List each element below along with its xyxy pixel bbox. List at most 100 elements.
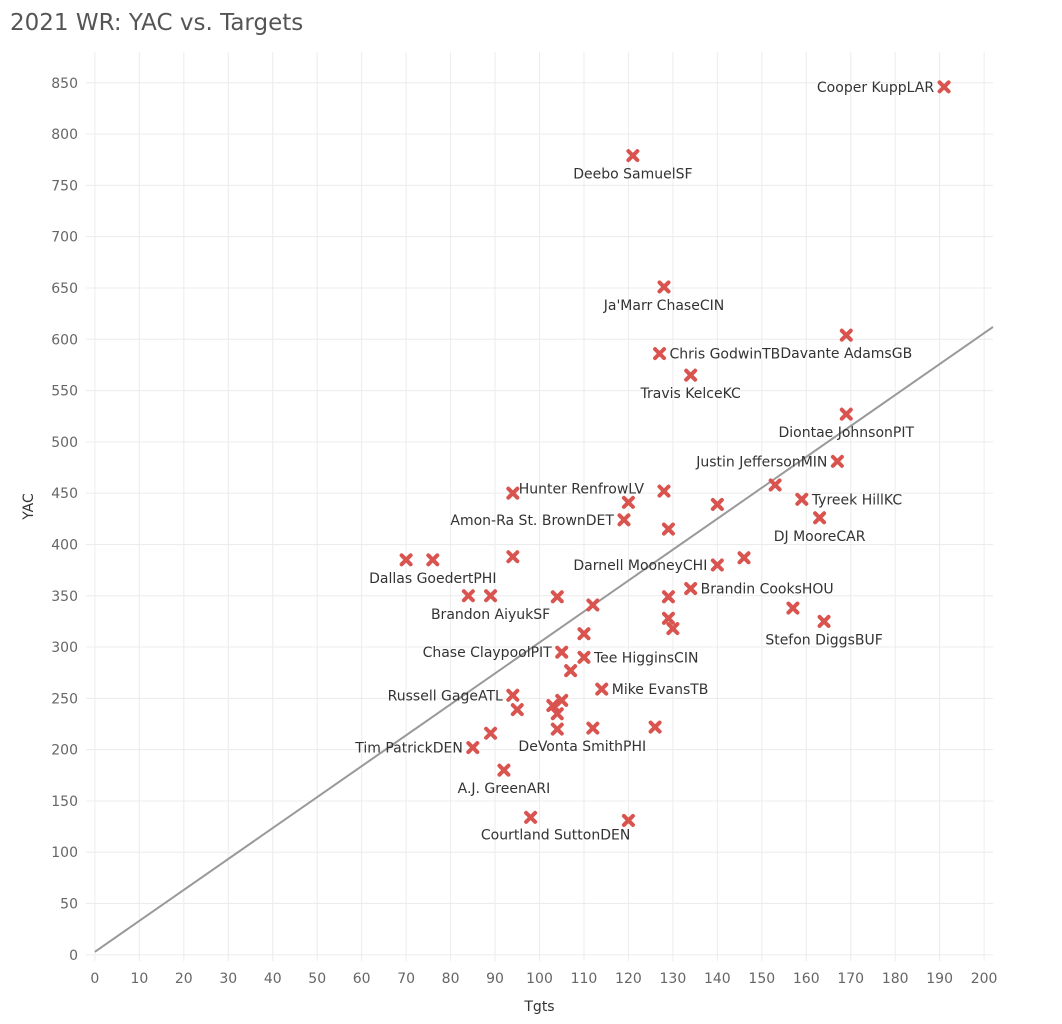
data-point[interactable] (621, 813, 635, 827)
data-point[interactable] (564, 664, 578, 678)
x-tick-label: 40 (264, 971, 282, 987)
point-label: Chase ClaypoolPIT (423, 645, 553, 661)
y-tick-label: 550 (51, 384, 78, 400)
data-point[interactable] (577, 627, 591, 641)
data-point[interactable] (684, 582, 698, 596)
data-point[interactable] (648, 720, 662, 734)
data-point[interactable] (657, 484, 671, 498)
point-label: Justin JeffersonMIN (695, 454, 827, 470)
point-label: Davante AdamsGB (780, 346, 912, 362)
data-point[interactable] (661, 611, 675, 625)
trend-line (94, 326, 994, 953)
x-tick-label: 160 (793, 971, 820, 987)
point-label: Hunter RenfrowLV (519, 481, 645, 497)
data-point[interactable] (577, 650, 591, 664)
x-tick-label: 120 (615, 971, 642, 987)
point-label: Russell GageATL (388, 688, 503, 704)
data-point[interactable] (399, 553, 413, 567)
point-label: Travis KelceKC (640, 386, 741, 402)
data-point[interactable] (937, 80, 951, 94)
x-tick-label: 70 (397, 971, 415, 987)
y-tick-label: 800 (51, 127, 78, 143)
data-point[interactable] (461, 589, 475, 603)
x-tick-label: 140 (704, 971, 731, 987)
data-point[interactable] (839, 407, 853, 421)
point-label: Darnell MooneyCHI (573, 558, 707, 574)
data-point[interactable] (555, 645, 569, 659)
data-point[interactable] (617, 513, 631, 527)
x-tick-label: 170 (837, 971, 864, 987)
data-point[interactable] (666, 622, 680, 636)
data-point[interactable] (506, 486, 520, 500)
y-tick-label: 850 (51, 76, 78, 92)
y-tick-label: 600 (51, 332, 78, 348)
x-tick-label: 180 (882, 971, 909, 987)
x-axis-label: Tgts (523, 999, 554, 1015)
data-point[interactable] (506, 550, 520, 564)
point-labels-layer: Cooper KuppLAR Deebo SamuelSF Ja'Marr Chas… (354, 80, 934, 843)
x-tick-label: 110 (571, 971, 598, 987)
trend-line-layer (94, 326, 994, 953)
point-label: Chris GodwinTB (670, 347, 781, 363)
y-tick-label: 250 (51, 691, 78, 707)
data-point[interactable] (813, 511, 827, 525)
point-label: Courtland SuttonDEN (481, 827, 630, 843)
point-label: Deebo SamuelSF (573, 167, 692, 183)
data-point[interactable] (684, 368, 698, 382)
data-point[interactable] (621, 495, 635, 509)
data-point[interactable] (555, 693, 569, 707)
x-tick-label: 200 (971, 971, 998, 987)
data-point[interactable] (817, 614, 831, 628)
data-point[interactable] (426, 553, 440, 567)
data-point[interactable] (830, 454, 844, 468)
y-tick-label: 450 (51, 486, 78, 502)
data-point[interactable] (497, 763, 511, 777)
y-tick-label: 300 (51, 640, 78, 656)
y-tick-label: 50 (60, 897, 78, 913)
data-point[interactable] (839, 328, 853, 342)
data-point[interactable] (586, 598, 600, 612)
point-label: Diontae JohnsonPIT (779, 425, 915, 441)
data-point[interactable] (653, 347, 667, 361)
data-point[interactable] (466, 741, 480, 755)
y-tick-label: 400 (51, 537, 78, 553)
data-point[interactable] (626, 149, 640, 163)
point-label: Brandon AiyukSF (431, 607, 550, 623)
x-tick-label: 0 (90, 971, 99, 987)
data-point[interactable] (510, 703, 524, 717)
point-label: Dallas GoedertPHI (369, 571, 496, 587)
point-label: A.J. GreenARI (458, 781, 551, 797)
y-tick-label: 750 (51, 178, 78, 194)
data-point[interactable] (710, 558, 724, 572)
y-tick-label: 700 (51, 230, 78, 246)
data-point[interactable] (657, 280, 671, 294)
data-point[interactable] (550, 590, 564, 604)
data-point[interactable] (595, 682, 609, 696)
point-label: Brandin CooksHOU (701, 582, 834, 598)
data-point[interactable] (484, 589, 498, 603)
data-point[interactable] (550, 707, 564, 721)
x-tick-label: 10 (130, 971, 148, 987)
y-tick-label: 0 (69, 948, 78, 964)
point-label: Stefon DiggsBUF (765, 632, 882, 648)
data-point[interactable] (786, 601, 800, 615)
x-tick-label: 80 (442, 971, 460, 987)
data-point[interactable] (795, 492, 809, 506)
data-point[interactable] (768, 478, 782, 492)
data-point[interactable] (546, 699, 560, 713)
data-point[interactable] (524, 810, 538, 824)
chart-title: 2021 WR: YAC vs. Targets (10, 10, 304, 36)
x-tick-label: 150 (748, 971, 775, 987)
y-tick-label: 200 (51, 743, 78, 759)
point-label: Tyreek HillKC (811, 492, 903, 508)
data-point[interactable] (484, 726, 498, 740)
data-point[interactable] (661, 590, 675, 604)
data-point[interactable] (550, 722, 564, 736)
data-point[interactable] (710, 497, 724, 511)
data-point[interactable] (506, 688, 520, 702)
data-point[interactable] (661, 522, 675, 536)
x-tick-label: 20 (175, 971, 193, 987)
data-point[interactable] (586, 721, 600, 735)
data-point[interactable] (737, 551, 751, 565)
y-tick-label: 650 (51, 281, 78, 297)
